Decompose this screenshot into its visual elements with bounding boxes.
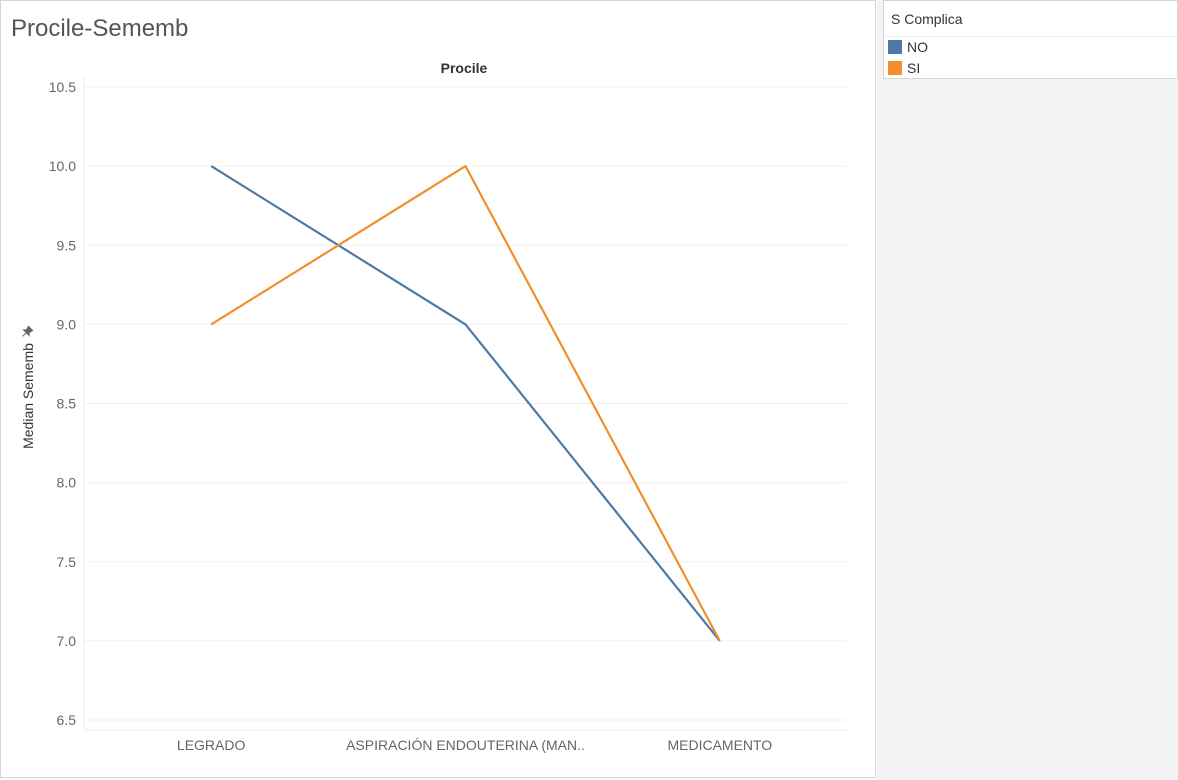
x-tick-label: LEGRADO [177, 737, 246, 753]
x-tick-label: ASPIRACIÓN ENDOUTERINA (MAN.. [346, 737, 585, 753]
sheet-title: Procile-Sememb [11, 15, 189, 42]
worksheet-pane: Procile-Sememb Procile 10.5 10.0 9.5 9.0 8.5… [0, 0, 876, 778]
legend-item-si[interactable]: SI [888, 60, 920, 76]
series-line-si[interactable] [210, 165, 721, 642]
y-tick-label: 7.5 [57, 554, 77, 570]
chart-title: Procile [441, 60, 488, 76]
pin-icon[interactable] [20, 325, 34, 339]
gridlines [84, 86, 847, 731]
y-tick-label: 6.5 [57, 712, 77, 728]
data-point-no[interactable] [462, 320, 470, 328]
legend-divider [884, 36, 1177, 37]
legend-label-si: SI [907, 60, 921, 76]
legend-swatch-no [888, 40, 902, 54]
x-tick-label: MEDICAMENTO [667, 737, 772, 753]
line-chart: Procile 10.5 10.0 9.5 9.0 8.5 8.0 7.5 7.0 6.5 LE… [20, 60, 847, 753]
color-legend: S Complica NO SI [883, 0, 1178, 79]
legend-label-no: NO [907, 39, 928, 55]
y-tick-label: 10.0 [49, 158, 76, 174]
x-tick-labels: LEGRADO ASPIRACIÓN ENDOUTERINA (MAN.. MEDI… [177, 737, 772, 753]
data-point-no[interactable] [207, 162, 215, 170]
y-tick-label: 8.0 [57, 475, 77, 491]
series-line-no[interactable] [210, 165, 721, 642]
legend-swatch-si [888, 61, 902, 75]
side-panel: S Complica NO SI [877, 0, 1178, 780]
legend-item-no[interactable]: NO [888, 39, 928, 55]
series-lines [207, 162, 724, 645]
data-point-si[interactable] [207, 320, 215, 328]
y-tick-label: 9.5 [57, 237, 77, 253]
y-axis-title-group: Median Sememb [20, 343, 36, 449]
legend-title: S Complica [891, 11, 963, 27]
y-tick-label: 8.5 [57, 396, 77, 412]
y-axis-title: Median Sememb [20, 343, 36, 449]
data-point-si[interactable] [462, 162, 470, 170]
y-tick-labels: 10.5 10.0 9.5 9.0 8.5 8.0 7.5 7.0 6.5 [49, 79, 76, 728]
y-tick-label: 10.5 [49, 79, 76, 95]
y-tick-label: 9.0 [57, 316, 77, 332]
y-tick-label: 7.0 [57, 633, 77, 649]
data-point-si[interactable] [716, 637, 724, 645]
